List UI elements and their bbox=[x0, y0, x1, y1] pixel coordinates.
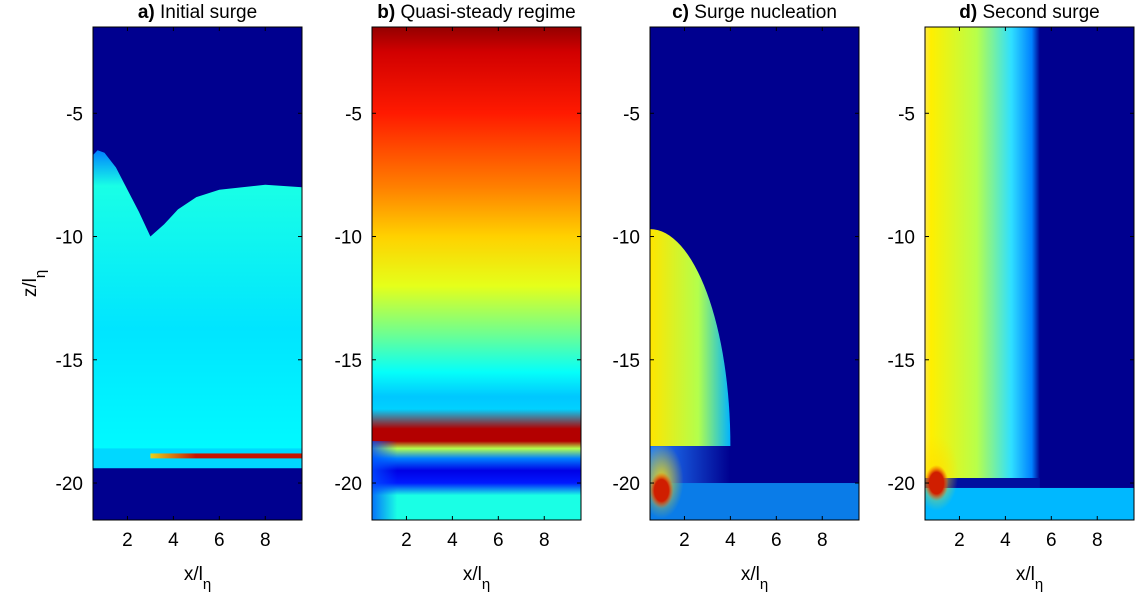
x-axis-label: x/lη bbox=[741, 564, 768, 593]
panel-title-text: Quasi-steady regime bbox=[400, 2, 575, 23]
hotspot-core bbox=[650, 472, 674, 509]
y-tick-label: -15 bbox=[56, 351, 83, 372]
y-tick-label: -5 bbox=[623, 104, 640, 125]
x-tick-label: 2 bbox=[679, 530, 690, 551]
y-tick-label: -10 bbox=[888, 228, 915, 249]
x-axis-label: x/lη bbox=[1016, 564, 1043, 593]
x-axis-label: x/lη bbox=[184, 564, 211, 593]
x-tick-label: 6 bbox=[1046, 530, 1057, 551]
band bbox=[925, 487, 1134, 520]
y-tick-label: -10 bbox=[613, 228, 640, 249]
panel-b: b) Quasi-steady regime 2 4 6 8 -5 -10 -15 -20 x/l… bbox=[335, 2, 582, 593]
nucleation-region bbox=[650, 229, 731, 447]
axes-frame bbox=[924, 26, 1135, 521]
x-tick-label: 2 bbox=[401, 530, 412, 551]
x-tick-label: 2 bbox=[954, 530, 965, 551]
x-tick-label: 4 bbox=[447, 530, 458, 551]
y-tick-label: -5 bbox=[345, 104, 362, 125]
panel-d: d) Second surge 2 4 6 8 -5 -10 -15 -20 x/lη bbox=[888, 2, 1135, 593]
surge-front bbox=[925, 27, 1040, 479]
heatmap-field bbox=[650, 27, 859, 520]
panel-letter: c) bbox=[672, 2, 694, 23]
panels: a) Initial surge 2 4 6 8 -5 -10 -15 -20 x/lη z/lη b… bbox=[20, 2, 1135, 593]
axes-frame bbox=[371, 26, 582, 521]
heatmap-gradient bbox=[372, 27, 581, 520]
y-tick-label: -20 bbox=[888, 474, 915, 495]
y-tick-label: -10 bbox=[56, 228, 83, 249]
x-tick-label: 6 bbox=[214, 530, 225, 551]
panel-letter: d) bbox=[959, 2, 982, 23]
x-tick-label: 2 bbox=[122, 530, 133, 551]
hot-band bbox=[150, 453, 302, 459]
wall-fringe bbox=[372, 441, 398, 520]
y-tick-label: -10 bbox=[335, 228, 362, 249]
x-tick-label: 8 bbox=[260, 530, 271, 551]
panel-title: b) Quasi-steady regime bbox=[377, 2, 576, 23]
x-axis-label: x/lη bbox=[463, 564, 490, 593]
y-tick-label: -20 bbox=[56, 474, 83, 495]
y-tick-label: -5 bbox=[66, 104, 83, 125]
panel-letter: b) bbox=[377, 2, 400, 23]
panel-c: c) Surge nucleation 2 4 6 8 -5 -10 -15 -20 x/lη bbox=[613, 2, 860, 593]
x-tick-label: 8 bbox=[817, 530, 828, 551]
y-tick-label: -15 bbox=[613, 351, 640, 372]
heatmap-field bbox=[93, 27, 302, 520]
front-gap bbox=[925, 478, 1040, 488]
axes-frame bbox=[649, 26, 860, 521]
panel-title: c) Surge nucleation bbox=[672, 2, 837, 23]
x-tick-label: 4 bbox=[1000, 530, 1011, 551]
panel-title: d) Second surge bbox=[959, 2, 1099, 23]
x-tick-label: 6 bbox=[493, 530, 504, 551]
band bbox=[650, 483, 859, 520]
x-tick-label: 8 bbox=[1092, 530, 1103, 551]
heatmap-field bbox=[372, 27, 581, 520]
panel-title: a) Initial surge bbox=[138, 2, 257, 23]
heatmap-field bbox=[925, 27, 1134, 520]
x-tick-label: 6 bbox=[771, 530, 782, 551]
x-tick-label: 8 bbox=[539, 530, 550, 551]
axes-frame bbox=[92, 26, 303, 521]
y-tick-label: -15 bbox=[335, 351, 362, 372]
x-tick-label: 4 bbox=[725, 530, 736, 551]
x-tick-label: 4 bbox=[168, 530, 179, 551]
plume-region bbox=[93, 150, 302, 449]
hotspot-core bbox=[925, 465, 949, 502]
panel-a: a) Initial surge 2 4 6 8 -5 -10 -15 -20 x/lη z/lη bbox=[20, 2, 303, 593]
panel-title-text: Second surge bbox=[982, 2, 1099, 23]
panel-letter: a) bbox=[138, 2, 160, 23]
y-tick-label: -20 bbox=[335, 474, 362, 495]
panel-title-text: Initial surge bbox=[160, 2, 257, 23]
y-tick-label: -15 bbox=[888, 351, 915, 372]
panel-title-text: Surge nucleation bbox=[694, 2, 837, 23]
y-axis-label: z/lη bbox=[20, 270, 49, 297]
y-tick-label: -20 bbox=[613, 474, 640, 495]
y-tick-label: -5 bbox=[898, 104, 915, 125]
